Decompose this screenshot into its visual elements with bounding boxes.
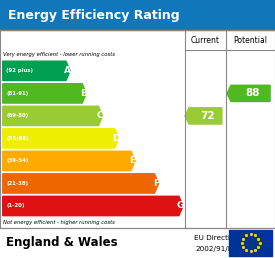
Bar <box>0 228 275 258</box>
Bar <box>229 230 272 256</box>
Polygon shape <box>3 106 103 126</box>
Text: Very energy efficient - lower running costs: Very energy efficient - lower running co… <box>3 52 115 57</box>
Polygon shape <box>3 129 119 148</box>
Polygon shape <box>185 108 222 124</box>
Text: Energy Efficiency Rating: Energy Efficiency Rating <box>8 9 180 22</box>
Polygon shape <box>3 84 86 103</box>
Polygon shape <box>3 196 183 216</box>
Text: E: E <box>129 156 135 165</box>
Text: England & Wales: England & Wales <box>6 236 117 249</box>
Text: 2002/91/EC: 2002/91/EC <box>195 246 238 252</box>
Text: F: F <box>153 179 159 188</box>
Text: A: A <box>64 66 71 75</box>
Text: EU Directive: EU Directive <box>194 235 239 241</box>
Text: 72: 72 <box>200 111 215 121</box>
Text: Not energy efficient - higher running costs: Not energy efficient - higher running co… <box>3 220 115 225</box>
Text: C: C <box>97 111 103 120</box>
Text: Potential: Potential <box>233 36 268 45</box>
Polygon shape <box>3 174 159 193</box>
Text: (81-91): (81-91) <box>6 91 28 96</box>
Text: (1-20): (1-20) <box>6 204 24 208</box>
Text: (55-68): (55-68) <box>6 136 29 141</box>
Text: B: B <box>80 89 87 98</box>
Polygon shape <box>227 85 270 101</box>
Text: D: D <box>112 134 120 143</box>
Polygon shape <box>3 151 135 171</box>
Text: (69-80): (69-80) <box>6 114 28 118</box>
Text: (92 plus): (92 plus) <box>6 68 33 73</box>
Text: Current: Current <box>191 36 220 45</box>
Text: G: G <box>177 201 184 211</box>
Text: (39-54): (39-54) <box>6 158 28 163</box>
Text: 88: 88 <box>245 88 260 98</box>
Polygon shape <box>3 61 70 80</box>
Text: (21-38): (21-38) <box>6 181 28 186</box>
Bar <box>0 0 275 30</box>
